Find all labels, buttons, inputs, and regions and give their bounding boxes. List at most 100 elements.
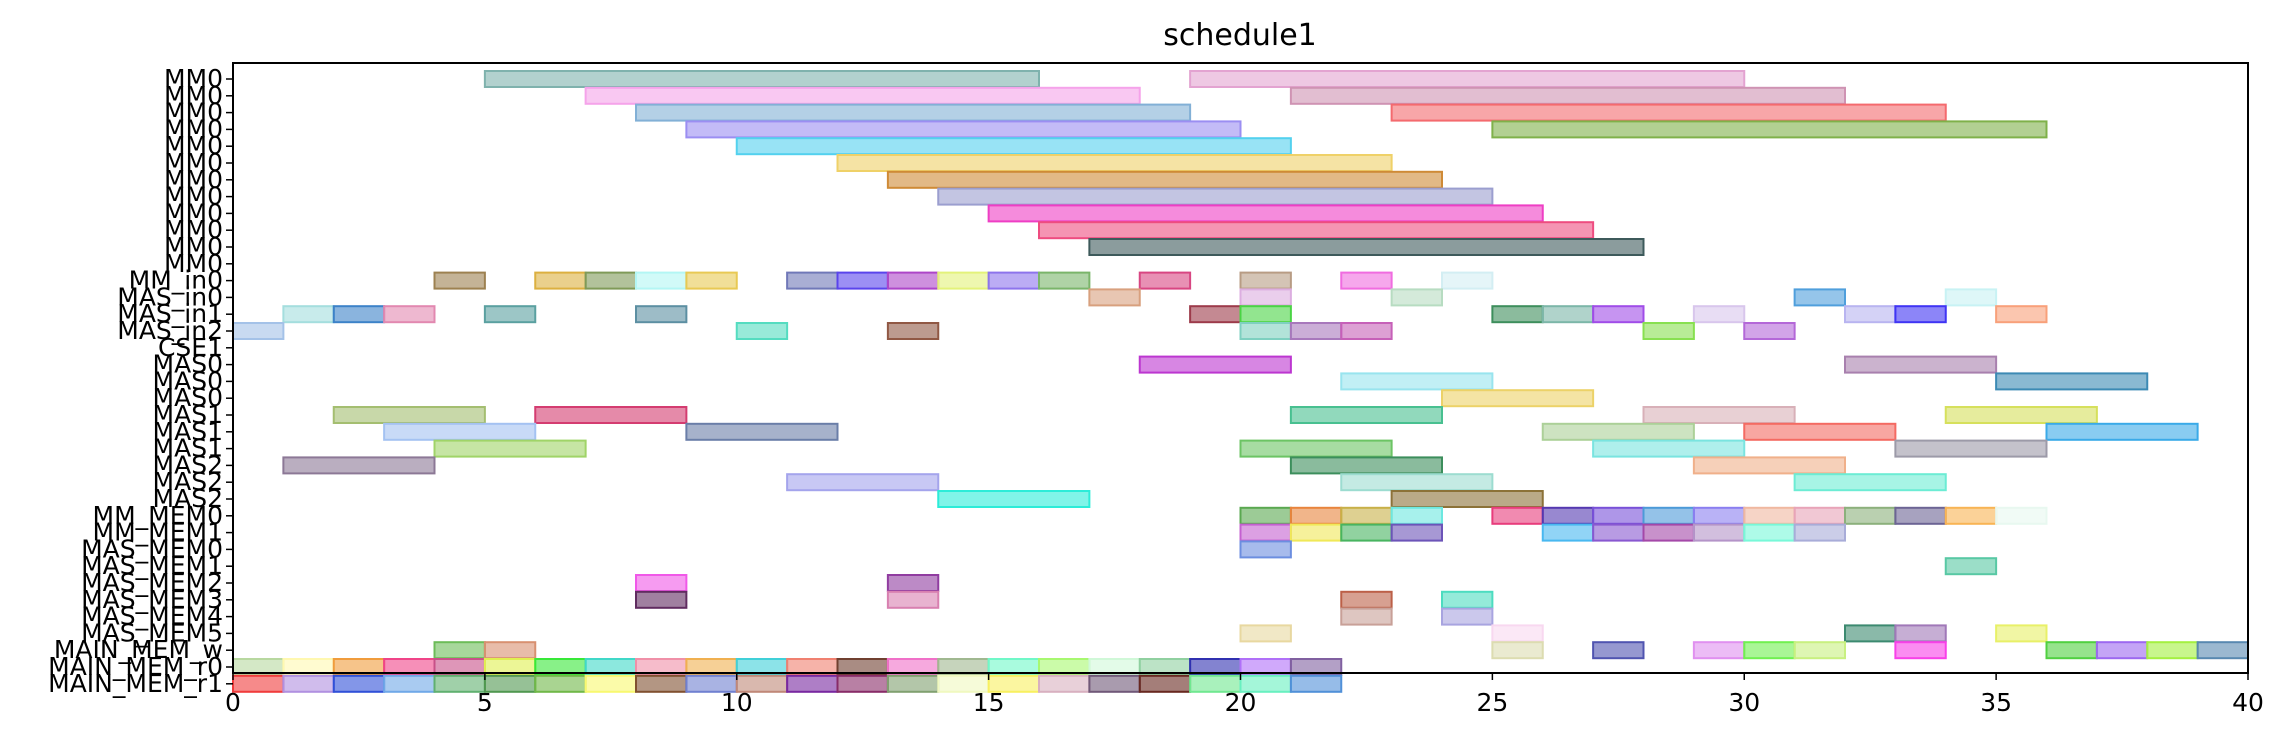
bar-126	[1491, 641, 1544, 660]
bar-127	[1592, 641, 1645, 660]
bar-130	[1793, 641, 1846, 660]
bar-135	[2196, 641, 2249, 660]
bar-95	[1844, 506, 1897, 525]
bar-89	[1541, 506, 1595, 525]
bar-68	[685, 422, 839, 441]
bar-97	[1944, 506, 1998, 525]
bar-52	[1239, 322, 1292, 340]
bar-81	[1793, 473, 1947, 492]
bar-11	[937, 187, 1494, 206]
bar-107	[1743, 523, 1796, 542]
bar-101	[1340, 523, 1393, 542]
bar-125	[483, 641, 537, 660]
bar-7	[1491, 120, 2048, 139]
bar-32	[1390, 288, 1443, 307]
y-tick-label-3: MM0	[164, 114, 223, 143]
bar-20	[786, 271, 839, 290]
bar-60	[1995, 372, 2149, 391]
bar-6	[685, 120, 1242, 139]
bar-50	[735, 322, 789, 340]
y-tick-label-33: MAS_MEM5	[81, 618, 223, 647]
bar-47	[1894, 305, 1947, 324]
x-tick-label-0: 0	[225, 688, 241, 717]
y-tick-label-30: MAS_MEM2	[81, 568, 223, 597]
y-tick-label-8: MM0	[164, 198, 223, 227]
bar-99	[1239, 523, 1292, 542]
bar-41	[1239, 305, 1292, 324]
y-tick-label-14: MAS_in1	[117, 299, 223, 328]
bar-111	[635, 574, 688, 592]
bar-18	[635, 271, 688, 290]
bar-76	[282, 456, 436, 475]
bar-104	[1592, 523, 1645, 542]
bar-36	[332, 305, 386, 324]
y-tick-label-7: MM0	[164, 182, 223, 211]
x-tick-label-2: 10	[721, 688, 753, 717]
bar-100	[1289, 523, 1343, 542]
x-axis: 0 5 10 15 20 25 30 35 40	[225, 673, 2264, 717]
bar-73	[1239, 439, 1393, 458]
y-tick-label-35: MAIN_MEM_r0	[48, 652, 223, 681]
bar-175	[1088, 674, 1141, 693]
bar-66	[1944, 406, 2098, 424]
bar-30	[1088, 288, 1141, 307]
bar-70	[1743, 422, 1897, 441]
y-tick-label-10: MM0	[164, 232, 223, 261]
bar-46	[1844, 305, 1897, 324]
bar-71	[2045, 422, 2199, 441]
bar-103	[1541, 523, 1595, 542]
bar-117	[1340, 607, 1393, 626]
bar-94	[1793, 506, 1846, 525]
bar-56	[1743, 322, 1796, 340]
bar-64	[1289, 406, 1443, 424]
bar-112	[886, 574, 940, 592]
bar-92	[1692, 506, 1746, 525]
bar-40	[1189, 305, 1242, 324]
bar-45	[1692, 305, 1746, 324]
x-tick-label-7: 35	[1980, 688, 2012, 717]
bar-1	[1189, 70, 1746, 88]
bar-21	[836, 271, 889, 290]
y-tick-label-26: MM_MEM0	[93, 501, 223, 530]
bar-90	[1592, 506, 1645, 525]
bar-9	[836, 154, 1393, 172]
bar-105	[1642, 523, 1695, 542]
y-tick-label-6: MM0	[164, 165, 223, 194]
bar-102	[1390, 523, 1443, 542]
bar-88	[1491, 506, 1544, 525]
bar-69	[1541, 422, 1695, 441]
bar-115	[1340, 590, 1393, 609]
bars-layer	[232, 70, 2249, 693]
bar-77	[1289, 456, 1443, 475]
bar-67	[383, 422, 537, 441]
bar-44	[1592, 305, 1645, 324]
bar-38	[483, 305, 537, 324]
bar-80	[1340, 473, 1494, 492]
bar-75	[1894, 439, 2048, 458]
bar-2	[584, 86, 1141, 105]
bar-39	[635, 305, 688, 324]
y-tick-label-1: MM0	[164, 81, 223, 110]
bar-26	[1138, 271, 1192, 290]
bar-72	[433, 439, 587, 458]
y-tick-label-4: MM0	[164, 131, 223, 160]
bar-108	[1793, 523, 1846, 542]
y-tick-label-22: MAS1	[153, 434, 223, 463]
y-tick-label-12: MM_in0	[129, 266, 223, 295]
bar-121	[1844, 624, 1897, 643]
bar-37	[383, 305, 436, 324]
bar-131	[1894, 641, 1947, 660]
bar-86	[1340, 506, 1393, 525]
bar-91	[1642, 506, 1695, 525]
y-tick-label-31: MAS_MEM3	[81, 585, 223, 614]
bar-57	[1138, 355, 1292, 374]
bar-48	[1995, 305, 2048, 324]
bar-24	[987, 271, 1040, 290]
bar-74	[1592, 439, 1746, 458]
bar-87	[1390, 506, 1443, 525]
y-tick-label-34: MAIN_MEM_w	[54, 635, 223, 664]
y-tick-label-17: MAS0	[153, 350, 223, 379]
bar-132	[2045, 641, 2098, 660]
bar-123	[1995, 624, 2048, 643]
bar-116	[1441, 590, 1494, 609]
